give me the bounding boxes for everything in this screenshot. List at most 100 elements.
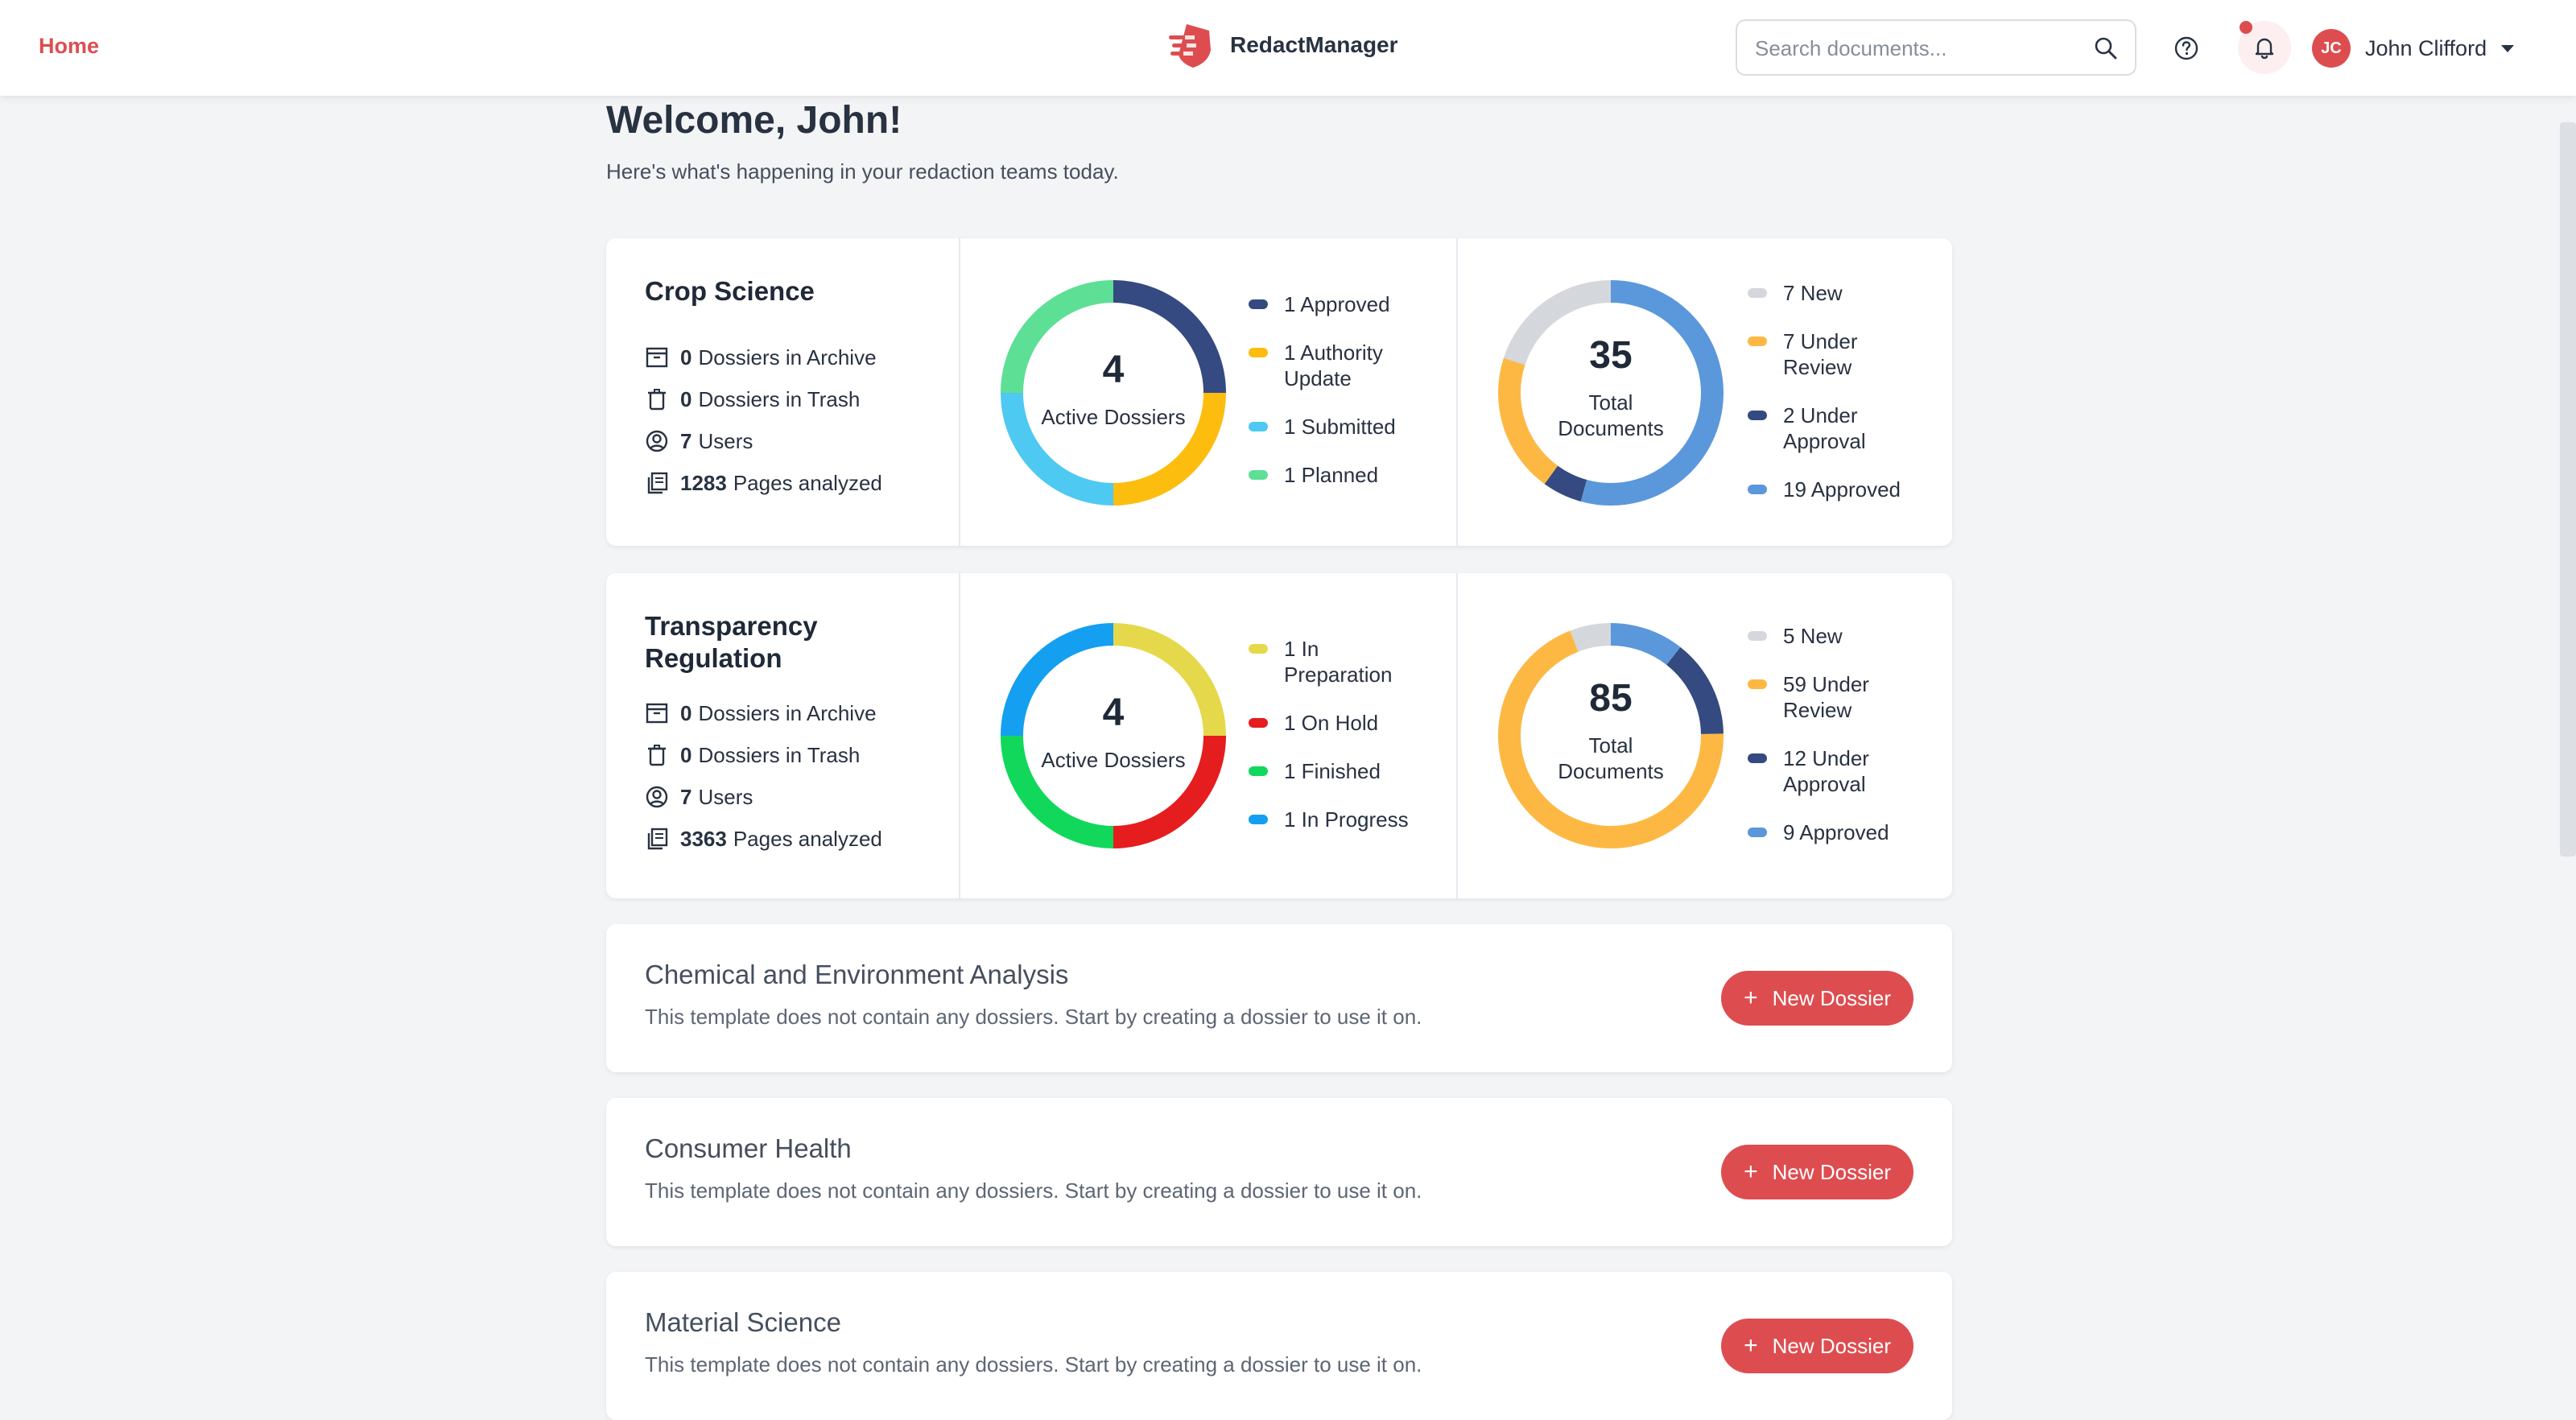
search-input[interactable] bbox=[1753, 21, 2079, 76]
stat-pages: 1283 Pages analyzed bbox=[645, 462, 959, 504]
donut-segment-2-under-approval[interactable] bbox=[1544, 465, 1587, 502]
donut-segment-1-in-progress[interactable] bbox=[1001, 623, 1114, 737]
legend-color bbox=[1748, 631, 1767, 641]
new-dossier-button[interactable]: + New Dossier bbox=[1721, 1145, 1913, 1199]
legend-color bbox=[1748, 411, 1767, 420]
new-dossier-button[interactable]: + New Dossier bbox=[1721, 1319, 1913, 1373]
donut-segment-1-authority-update[interactable] bbox=[1113, 392, 1226, 506]
donut-segment-9-approved[interactable] bbox=[1610, 623, 1681, 666]
legend-color bbox=[1249, 766, 1268, 776]
legend-color bbox=[1748, 336, 1767, 346]
page-title: Welcome, John! bbox=[606, 99, 902, 142]
team-card-transparency-regulation: Transparency Regulation 0 Dossiers in Arc… bbox=[606, 573, 1952, 898]
legend-color bbox=[1249, 348, 1268, 357]
stat-users: 7 Users bbox=[645, 420, 959, 462]
legend-item[interactable]: 7 New bbox=[1748, 280, 1941, 306]
donut-total: 4 bbox=[1102, 349, 1125, 391]
documents-donut bbox=[1498, 280, 1724, 506]
brand[interactable]: RedactManager bbox=[1169, 21, 1398, 69]
top-navigation-bar: Home RedactManager JC John bbox=[0, 0, 2576, 96]
legend-color bbox=[1748, 828, 1767, 837]
team-title[interactable]: Transparency Regulation bbox=[645, 611, 818, 673]
team-info: Transparency Regulation 0 Dossiers in Arc… bbox=[606, 573, 960, 898]
dossiers-donut bbox=[1001, 280, 1226, 506]
template-card: Chemical and Environment Analysis This t… bbox=[606, 924, 1952, 1072]
plus-icon: + bbox=[1744, 1158, 1758, 1185]
donut-segment-1-finished[interactable] bbox=[1001, 735, 1114, 848]
pages-icon bbox=[647, 828, 668, 850]
template-title: Consumer Health bbox=[645, 1133, 852, 1163]
template-description: This template does not contain any dossi… bbox=[645, 1352, 1422, 1377]
team-title[interactable]: Crop Science bbox=[645, 276, 815, 306]
donut-total: 35 bbox=[1589, 334, 1633, 377]
legend-color bbox=[1748, 288, 1767, 298]
total-documents-chart: 35 Total Documents 7 New 7 Under Review … bbox=[1458, 238, 1952, 546]
donut-segment-59-under-review[interactable] bbox=[1498, 630, 1724, 848]
legend-color bbox=[1249, 422, 1268, 431]
search-icon[interactable] bbox=[2093, 35, 2119, 61]
brand-name: RedactManager bbox=[1230, 32, 1398, 57]
template-description: This template does not contain any dossi… bbox=[645, 1179, 1422, 1203]
user-circle-icon bbox=[646, 430, 668, 452]
avatar: JC bbox=[2312, 29, 2351, 68]
legend-item[interactable]: 9 Approved bbox=[1748, 819, 1941, 845]
home-link[interactable]: Home bbox=[39, 34, 100, 58]
donut-label: Active Dossiers bbox=[1041, 748, 1186, 772]
donut-segment-7-new[interactable] bbox=[1503, 280, 1612, 365]
donut-segment-1-planned[interactable] bbox=[1001, 280, 1114, 394]
page-scrollbar[interactable] bbox=[2560, 122, 2576, 857]
legend-item[interactable]: 1 Finished bbox=[1249, 758, 1442, 784]
documents-donut bbox=[1498, 623, 1724, 848]
donut-label: Total Documents bbox=[1558, 390, 1664, 440]
notification-badge bbox=[2240, 21, 2252, 34]
legend-item[interactable]: 1 Submitted bbox=[1249, 414, 1442, 440]
archive-icon bbox=[646, 347, 668, 368]
legend-item[interactable]: 1 In Preparation bbox=[1249, 636, 1442, 687]
search-box[interactable] bbox=[1736, 19, 2136, 76]
pages-icon bbox=[647, 472, 668, 494]
legend-item[interactable]: 1 Authority Update bbox=[1249, 340, 1442, 391]
legend-item[interactable]: 1 On Hold bbox=[1249, 710, 1442, 736]
legend-color bbox=[1249, 815, 1268, 824]
stat-archive: 0 Dossiers in Archive bbox=[645, 336, 959, 378]
bell-icon bbox=[2255, 38, 2274, 60]
help-icon[interactable] bbox=[2174, 35, 2199, 61]
user-name: John Clifford bbox=[2365, 35, 2487, 60]
legend-color bbox=[1748, 753, 1767, 763]
trash-icon bbox=[648, 389, 666, 411]
donut-segment-5-new[interactable] bbox=[1570, 623, 1612, 652]
legend-color bbox=[1249, 718, 1268, 728]
active-dossiers-chart: 4 Active Dossiers 1 Approved 1 Authority… bbox=[960, 238, 1458, 546]
legend-item[interactable]: 1 In Progress bbox=[1249, 807, 1442, 832]
donut-total: 85 bbox=[1589, 677, 1633, 720]
donut-segment-12-under-approval[interactable] bbox=[1666, 646, 1724, 735]
donut-segment-1-approved[interactable] bbox=[1113, 280, 1226, 394]
user-menu[interactable]: JC John Clifford bbox=[2312, 29, 2515, 68]
donut-segment-19-approved[interactable] bbox=[1580, 280, 1724, 506]
donut-segment-1-on-hold[interactable] bbox=[1113, 735, 1226, 848]
stat-trash: 0 Dossiers in Trash bbox=[645, 734, 959, 776]
legend-item[interactable]: 5 New bbox=[1748, 623, 1941, 649]
legend-item[interactable]: 1 Planned bbox=[1249, 462, 1442, 488]
donut-label: Active Dossiers bbox=[1041, 405, 1186, 429]
stat-archive: 0 Dossiers in Archive bbox=[645, 692, 959, 734]
legend-color bbox=[1748, 679, 1767, 689]
legend-color bbox=[1249, 299, 1268, 309]
legend-item[interactable]: 7 Under Review bbox=[1748, 328, 1941, 380]
page-subtitle: Here's what's happening in your redactio… bbox=[606, 159, 1119, 184]
stat-users: 7 Users bbox=[645, 776, 959, 818]
legend-item[interactable]: 1 Approved bbox=[1249, 291, 1442, 317]
donut-segment-7-under-review[interactable] bbox=[1498, 357, 1558, 485]
legend-item[interactable]: 59 Under Review bbox=[1748, 671, 1941, 723]
donut-total: 4 bbox=[1102, 691, 1125, 734]
stat-trash: 0 Dossiers in Trash bbox=[645, 378, 959, 420]
donut-segment-1-submitted[interactable] bbox=[1001, 392, 1114, 506]
new-dossier-button[interactable]: + New Dossier bbox=[1721, 971, 1913, 1026]
trash-icon bbox=[648, 745, 666, 766]
legend-item[interactable]: 19 Approved bbox=[1748, 477, 1941, 502]
legend-item[interactable]: 12 Under Approval bbox=[1748, 745, 1941, 797]
legend-item[interactable]: 2 Under Approval bbox=[1748, 402, 1941, 454]
donut-segment-1-in-preparation[interactable] bbox=[1113, 623, 1226, 737]
active-dossiers-chart: 4 Active Dossiers 1 In Preparation 1 On … bbox=[960, 573, 1458, 898]
plus-icon: + bbox=[1744, 985, 1758, 1011]
